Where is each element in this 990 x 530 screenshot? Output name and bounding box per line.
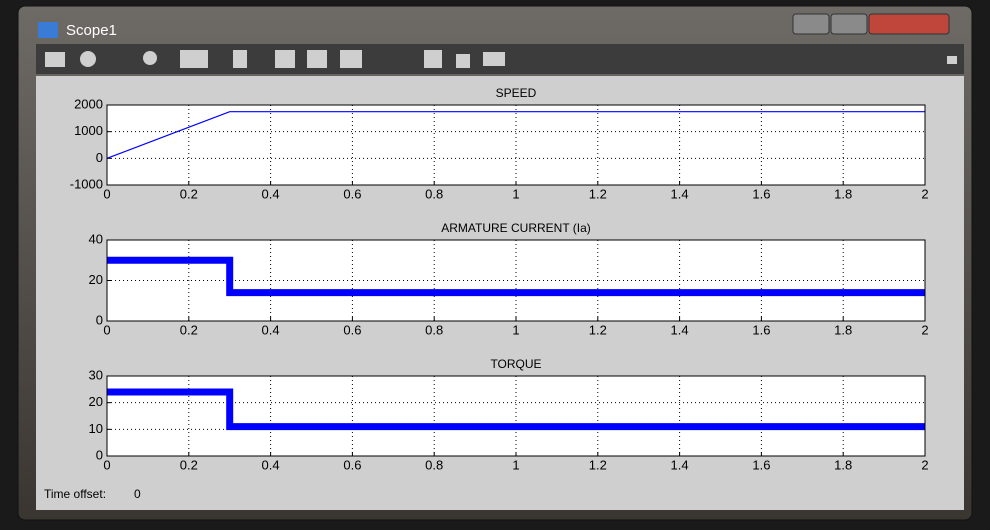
y-tick-label: 20 [89,272,103,287]
plot-border [106,239,926,322]
x-tick-label: 1.8 [834,186,852,201]
x-tick-label: 2 [921,186,928,201]
plot-title: SPEED [496,86,537,100]
time-offset-label: Time offset: [44,487,106,501]
time-offset-value: 0 [134,487,141,501]
x-tick-label: 1.8 [834,457,852,472]
x-tick-label: 0 [103,457,110,472]
y-tick-label: 0 [96,447,103,462]
zoom-icon[interactable] [143,51,157,65]
y-tick-label: 0 [96,150,103,165]
app-icon [38,22,58,38]
x-tick-label: 1.6 [752,457,770,472]
x-tick-label: 0.6 [343,186,361,201]
x-tick-label: 1.8 [834,322,852,337]
save-axes-icon[interactable] [307,50,327,68]
data-line [107,388,925,431]
x-tick-label: 1.2 [589,186,607,201]
plot-title: TORQUE [490,357,541,371]
x-tick-label: 0.2 [180,457,198,472]
x-tick-label: 1.6 [752,186,770,201]
y-tick-label: 10 [89,421,103,436]
zoom-y-icon[interactable] [233,50,247,68]
data-line [106,111,925,159]
zoom-x-icon[interactable] [180,50,208,68]
y-tick-label: 1000 [74,123,103,138]
floating-scope-icon[interactable] [424,50,442,68]
y-tick-label: 40 [89,231,103,246]
y-tick-label: 2000 [74,96,103,111]
x-tick-label: 0.6 [343,457,361,472]
x-tick-label: 0 [103,186,110,201]
x-tick-label: 0 [103,322,110,337]
x-tick-label: 1 [512,457,519,472]
x-tick-label: 0.8 [425,457,443,472]
x-tick-label: 1.2 [589,322,607,337]
y-tick-label: -1000 [70,176,103,191]
close-button[interactable] [868,13,950,35]
y-tick-label: 30 [89,367,103,382]
x-tick-label: 0.4 [262,186,280,201]
plot-title: ARMATURE CURRENT (Ia) [441,221,591,235]
lock-icon[interactable] [456,54,470,68]
minimize-button[interactable] [792,13,830,35]
x-tick-label: 1.2 [589,457,607,472]
x-tick-label: 1.6 [752,322,770,337]
x-tick-label: 0.8 [425,186,443,201]
x-tick-label: 1 [512,322,519,337]
y-tick-label: 0 [96,312,103,327]
x-tick-label: 1.4 [671,186,689,201]
x-tick-label: 0.6 [343,322,361,337]
signal-selection-icon[interactable] [483,52,505,66]
x-tick-label: 0.2 [180,186,198,201]
x-tick-label: 1.4 [671,322,689,337]
toolbar-arrow[interactable] [947,56,957,64]
params-icon[interactable] [80,51,96,67]
x-tick-label: 1 [512,186,519,201]
x-tick-label: 0.4 [262,322,280,337]
x-tick-label: 2 [921,322,928,337]
x-tick-label: 0.4 [262,457,280,472]
autoscale-icon[interactable] [275,50,295,68]
window-title: Scope1 [66,22,117,39]
restore-axes-icon[interactable] [340,50,362,68]
toolbar-icons [45,50,957,68]
y-tick-label: 20 [89,394,103,409]
plot-border [106,375,926,457]
maximize-button[interactable] [830,13,868,35]
data-line [107,256,925,297]
x-tick-label: 1.4 [671,457,689,472]
x-tick-label: 0.2 [180,322,198,337]
x-tick-label: 0.8 [425,322,443,337]
plot-border [106,104,926,186]
print-icon[interactable] [45,52,65,67]
x-tick-label: 2 [921,457,928,472]
